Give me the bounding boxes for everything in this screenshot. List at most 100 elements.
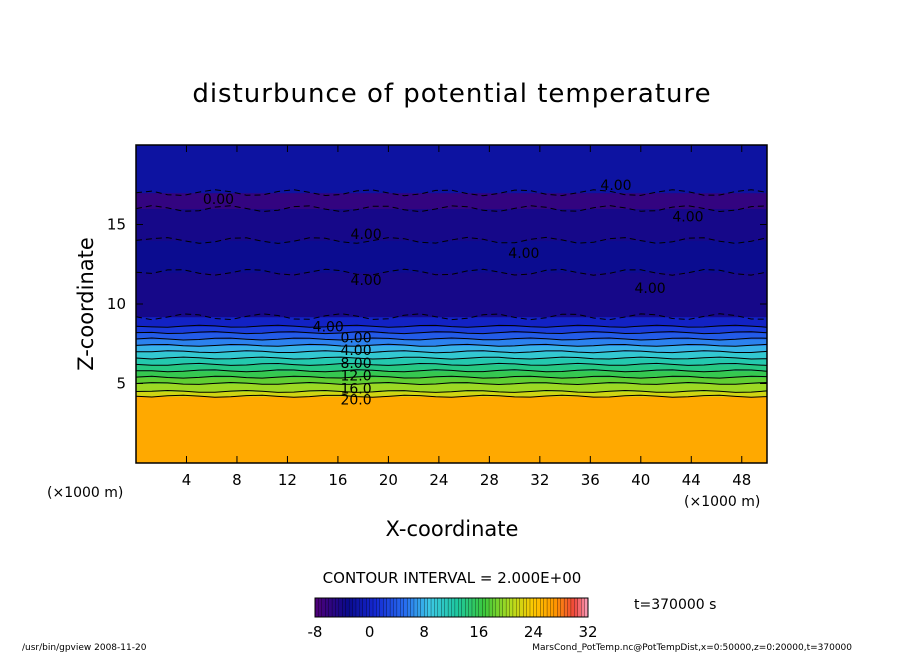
x-tick-label: 24 bbox=[429, 471, 448, 489]
contour-label: 8.00 bbox=[340, 356, 371, 372]
colorbar-cell bbox=[502, 597, 507, 618]
colorbar-cell bbox=[366, 597, 371, 618]
colorbar-ticks: -8 0 8 16 24 32 bbox=[308, 623, 598, 641]
colorbar-cell bbox=[352, 597, 357, 618]
colorbar-cell bbox=[325, 597, 330, 618]
colorbar-cell bbox=[550, 597, 555, 618]
contour-line bbox=[135, 350, 768, 354]
colorbar-cell bbox=[331, 597, 336, 618]
colorbar-cell bbox=[516, 597, 521, 618]
contour-band bbox=[136, 391, 767, 397]
colorbar-cell bbox=[383, 597, 388, 618]
x-tick-label: 16 bbox=[328, 471, 347, 489]
contour-line bbox=[135, 356, 768, 360]
x-axis-label: X-coordinate bbox=[386, 517, 519, 541]
colorbar-cell bbox=[342, 597, 347, 618]
colorbar-frame bbox=[314, 597, 589, 618]
colorbar-cell bbox=[485, 597, 490, 618]
colorbar-cell bbox=[505, 597, 510, 618]
contour-line bbox=[135, 337, 768, 341]
contour-line bbox=[135, 331, 768, 335]
contour-label: 12.0 bbox=[340, 369, 371, 385]
colorbar-cell bbox=[396, 597, 401, 618]
colorbar-cell bbox=[519, 597, 524, 618]
colorbar-cell bbox=[413, 597, 418, 618]
contour-label: 4.00 bbox=[600, 178, 631, 194]
contour-line bbox=[135, 343, 768, 347]
colorbar-cell bbox=[406, 597, 412, 618]
colorbar-cell bbox=[430, 597, 435, 618]
x-tick-label: 44 bbox=[682, 471, 701, 489]
contour-band bbox=[136, 370, 767, 378]
x-tick-label: 8 bbox=[232, 471, 242, 489]
contour-label: 0.00 bbox=[203, 192, 234, 208]
colorbar-cell bbox=[478, 597, 483, 618]
colorbar-cell bbox=[335, 597, 340, 618]
colorbar-cell bbox=[362, 597, 367, 618]
contour-band bbox=[136, 192, 767, 210]
colorbar-cell bbox=[318, 597, 323, 618]
colorbar-cell bbox=[400, 597, 405, 618]
y-tick-label: 5 bbox=[116, 375, 126, 393]
contour-band bbox=[136, 316, 767, 327]
colorbar-cell bbox=[454, 597, 459, 618]
colorbar-cell bbox=[376, 597, 381, 618]
contour-band bbox=[136, 358, 767, 365]
time-label: t=370000 s bbox=[634, 597, 716, 613]
colorbar-cell bbox=[577, 597, 582, 618]
colorbar-tick-label: 0 bbox=[365, 623, 375, 641]
contour-band bbox=[136, 240, 767, 273]
colorbar-cell bbox=[355, 597, 360, 618]
colorbar-cell bbox=[509, 597, 514, 618]
x-tick-label: 20 bbox=[379, 471, 398, 489]
colorbar-cell bbox=[451, 597, 456, 618]
contour-line bbox=[135, 381, 768, 386]
contour-label: 16.0 bbox=[340, 381, 371, 397]
colorbar-cell bbox=[393, 597, 398, 618]
contour-band bbox=[136, 145, 767, 194]
contour-line bbox=[135, 205, 768, 213]
contour-label: 4.00 bbox=[351, 227, 382, 243]
colorbar-cell bbox=[495, 597, 500, 618]
colorbar-cell bbox=[444, 597, 449, 618]
contour-band bbox=[136, 396, 767, 464]
contour-band bbox=[136, 377, 767, 384]
contour-line bbox=[135, 236, 768, 244]
contour-line bbox=[135, 268, 768, 276]
contour-band bbox=[136, 326, 767, 334]
colorbar-cell bbox=[369, 597, 374, 618]
colorbar-cell bbox=[567, 597, 572, 618]
contour-label: 0.00 bbox=[340, 330, 371, 346]
colorbar-cell bbox=[437, 597, 442, 618]
x-tick-label: 32 bbox=[530, 471, 549, 489]
footer-right: MarsCond_PotTemp.nc@PotTempDist,x=0:5000… bbox=[532, 643, 852, 653]
colorbar-cell bbox=[410, 597, 415, 618]
colorbar-cell bbox=[523, 597, 528, 618]
colorbar-cell bbox=[458, 597, 463, 618]
colorbar-cell bbox=[434, 597, 439, 618]
contour-label: 4.00 bbox=[313, 319, 344, 335]
colorbar-cell bbox=[441, 597, 446, 618]
colorbar bbox=[314, 597, 589, 618]
colorbar-cell bbox=[529, 597, 534, 618]
colorbar-tick-label: 8 bbox=[419, 623, 429, 641]
colorbar-cell bbox=[570, 597, 575, 618]
colorbar-cell bbox=[447, 597, 452, 618]
contour-band bbox=[136, 364, 767, 372]
contour-band bbox=[136, 351, 767, 359]
contour-line bbox=[135, 369, 768, 373]
contour-line bbox=[135, 375, 768, 379]
colorbar-cell bbox=[492, 597, 497, 618]
colorbar-cell bbox=[338, 597, 343, 618]
contour-band bbox=[136, 332, 767, 340]
colorbar-cell bbox=[526, 597, 531, 618]
contour-band bbox=[136, 383, 767, 392]
contour-line bbox=[135, 389, 768, 393]
colorbar-cell bbox=[536, 597, 541, 618]
colorbar-tick-label: -8 bbox=[308, 623, 323, 641]
colorbar-cell bbox=[543, 597, 548, 618]
contour-label: 4.00 bbox=[672, 210, 703, 226]
colorbar-cell bbox=[386, 597, 391, 618]
colorbar-cell bbox=[488, 597, 493, 618]
